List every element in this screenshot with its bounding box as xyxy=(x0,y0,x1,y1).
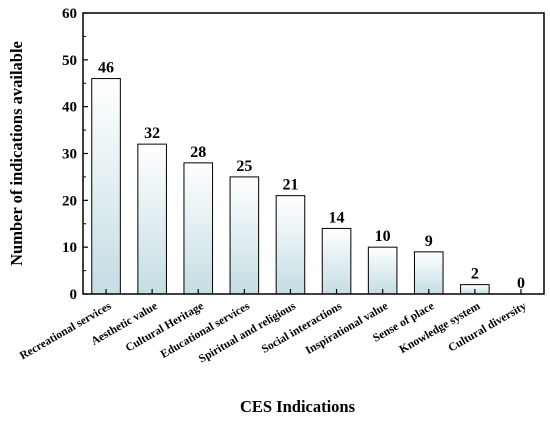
data-label: 46 xyxy=(98,60,114,77)
y-axis-title: Number of indications available xyxy=(7,41,26,266)
data-label: 21 xyxy=(282,177,298,194)
data-label: 10 xyxy=(375,228,391,245)
bar xyxy=(183,162,214,295)
data-label: 32 xyxy=(144,125,160,142)
bar xyxy=(413,251,444,295)
data-label: 0 xyxy=(517,275,525,292)
y-tick-label: 30 xyxy=(62,147,77,163)
bar xyxy=(137,143,167,295)
y-tick-label: 10 xyxy=(62,240,77,256)
x-category-label: Knowledge system xyxy=(398,300,483,356)
x-category-label: Social interactions xyxy=(260,300,345,356)
y-tick-label: 20 xyxy=(62,193,77,209)
x-category-label: Cultural diversity xyxy=(446,300,528,354)
bar xyxy=(91,78,121,295)
x-category-label: Inspirational value xyxy=(304,300,391,357)
x-axis-title: CES Indications xyxy=(240,397,356,416)
data-label: 25 xyxy=(236,158,252,175)
bar xyxy=(229,176,260,295)
data-label: 2 xyxy=(471,266,479,283)
bar xyxy=(367,246,398,295)
y-tick-label: 0 xyxy=(70,287,78,303)
y-tick-label: 40 xyxy=(62,100,77,116)
data-label: 28 xyxy=(190,144,206,161)
y-tick-label: 50 xyxy=(62,53,77,69)
y-tick-label: 60 xyxy=(62,6,77,22)
data-label: 14 xyxy=(329,209,345,226)
bar xyxy=(275,195,306,295)
bar xyxy=(321,227,352,295)
data-label: 9 xyxy=(425,233,433,250)
